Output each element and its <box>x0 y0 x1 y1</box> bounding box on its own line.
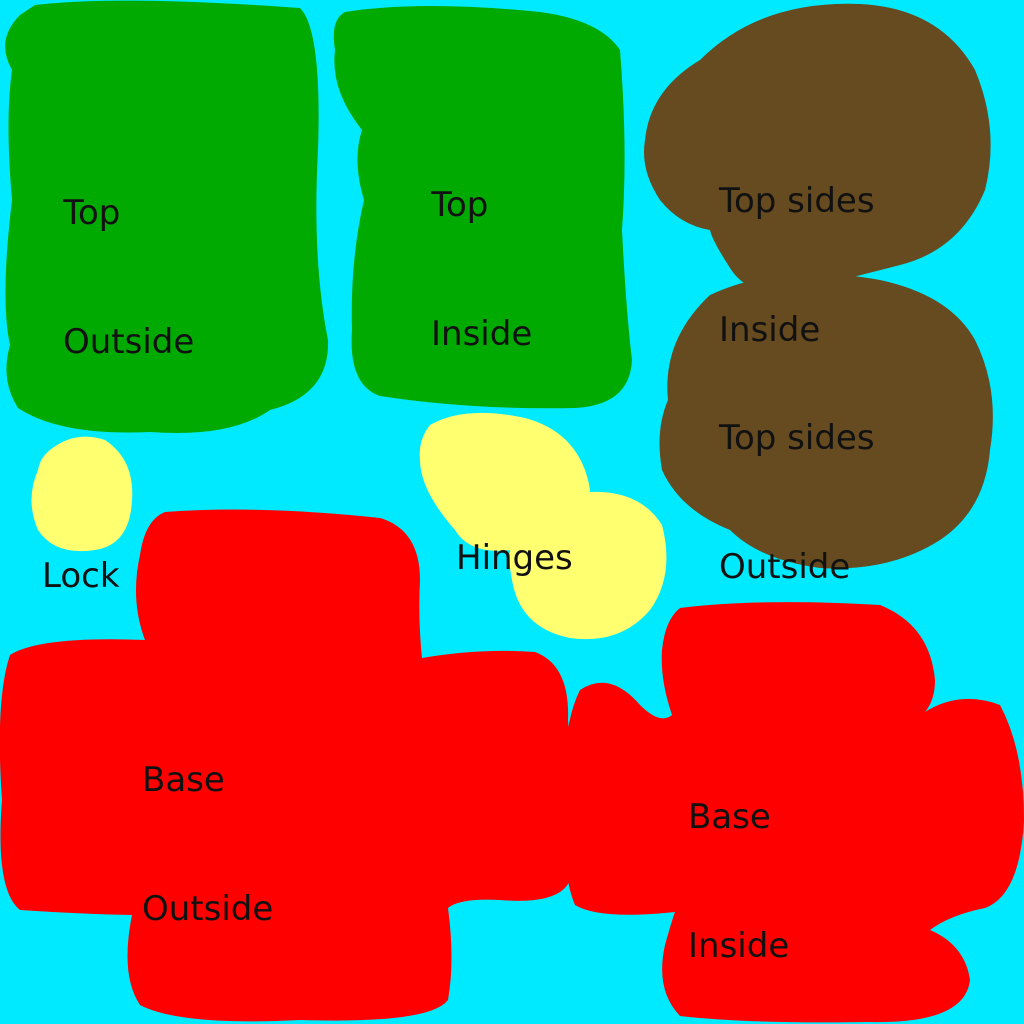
label-base-outside-line2: Outside <box>142 889 274 929</box>
label-lock-line1: Lock <box>42 556 120 596</box>
region-top-inside-shape <box>333 6 632 409</box>
label-top-outside-line1: Top <box>63 193 121 233</box>
region-base-outside-shape <box>0 509 573 1022</box>
label-lock: Lock <box>42 469 120 684</box>
label-base-inside: Base Inside <box>688 710 789 1024</box>
label-top-inside-line2: Inside <box>431 314 533 354</box>
label-base-inside-line1: Base <box>688 797 771 837</box>
label-hinges-line1: Hinges <box>456 538 573 578</box>
label-top-outside-line2: Outside <box>63 322 195 362</box>
label-top-inside-line1: Top <box>431 185 489 225</box>
label-top-sides-inside-line1: Top sides <box>719 181 875 221</box>
region-top-outside-shape <box>5 0 329 434</box>
label-base-outside-line1: Base <box>142 760 225 800</box>
region-hinges-shape <box>419 412 667 640</box>
label-top-sides-outside-line1: Top sides <box>719 418 875 458</box>
label-top-sides-inside-line2: Inside <box>719 310 821 350</box>
label-top-inside: Top Inside <box>431 98 532 442</box>
region-lock-shape <box>31 436 133 552</box>
label-hinges: Hinges <box>456 451 573 666</box>
label-top-sides-outside: Top sides Outside <box>719 331 875 675</box>
label-top-sides-outside-line2: Outside <box>719 547 851 587</box>
label-base-inside-line2: Inside <box>688 926 790 966</box>
region-top-sides-outside-shape <box>659 273 993 569</box>
label-top-outside: Top Outside <box>63 106 194 450</box>
label-base-outside: Base Outside <box>142 673 273 1017</box>
region-base-inside-shape <box>565 602 1024 1023</box>
region-top-sides-inside-shape <box>644 3 991 293</box>
label-top-sides-inside: Top sides Inside <box>719 94 875 438</box>
